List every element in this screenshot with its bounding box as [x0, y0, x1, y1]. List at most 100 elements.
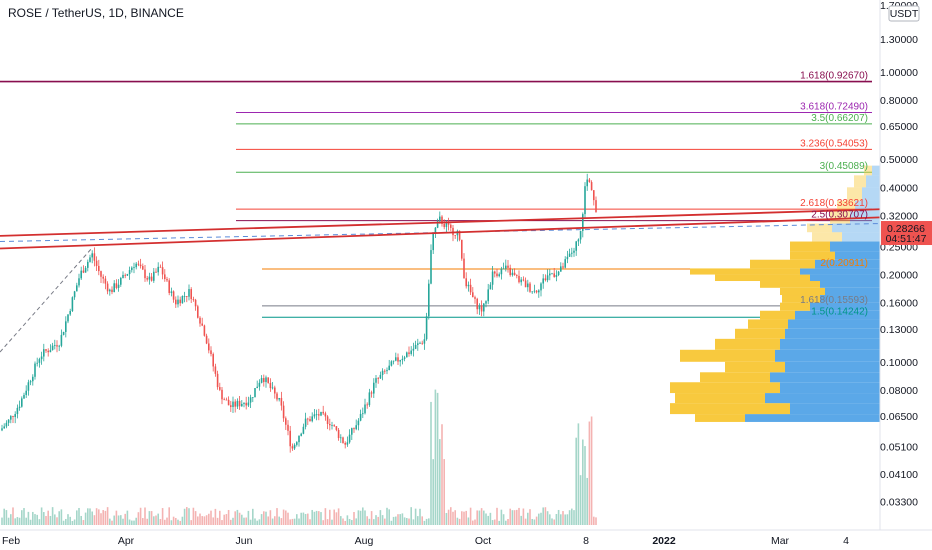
candle-body-29	[65, 321, 67, 332]
volume-bar-54	[120, 515, 122, 525]
candle-body-109	[241, 403, 243, 407]
candle-body-170	[375, 378, 377, 383]
candle-body-242	[533, 290, 536, 292]
volume-bar-106	[234, 511, 236, 525]
volume-bar-78	[172, 516, 175, 525]
candle-body-206	[454, 235, 456, 236]
candle-body-212	[467, 284, 470, 287]
price-tick-4: 0.65000	[880, 121, 918, 133]
volume-bar-243	[535, 516, 538, 525]
candle-body-22	[49, 350, 52, 353]
price-tick-2: 1.00000	[880, 67, 918, 79]
profile-down-7	[715, 338, 780, 350]
candle-body-240	[529, 283, 531, 292]
candle-body-186	[410, 350, 412, 354]
candle-body-219	[483, 303, 485, 312]
candle-body-157	[346, 442, 349, 445]
candle-body-269	[593, 190, 595, 201]
candle-body-258	[568, 253, 571, 257]
volume-bar-259	[571, 508, 573, 525]
volume-bar-64	[142, 518, 144, 525]
volume-bar-105	[232, 517, 234, 525]
candle-body-154	[340, 437, 342, 439]
profile-up-1	[790, 403, 880, 415]
volume-bar-201	[443, 459, 445, 525]
volume-bar-220	[485, 513, 487, 525]
volume-bar-118	[260, 514, 263, 525]
volume-bar-124	[274, 516, 276, 525]
volume-bar-6	[14, 518, 16, 525]
candle-body-126	[278, 397, 280, 400]
candle-body-253	[557, 271, 560, 276]
volume-bar-48	[106, 507, 109, 525]
candle-body-25	[56, 345, 58, 347]
candle-body-188	[414, 344, 417, 349]
price-tick-16: 0.04100	[880, 469, 918, 481]
time-tick-7: Mar	[771, 535, 790, 547]
volume-bar-114	[252, 508, 254, 525]
candle-body-175	[386, 370, 388, 372]
volume-bar-212	[467, 517, 470, 525]
volume-bar-36	[80, 515, 82, 525]
fib-label-2: 3.5(0.66207)	[811, 113, 868, 124]
volume-bar-170	[375, 515, 377, 525]
candle-body-217	[478, 305, 481, 310]
volume-bar-160	[353, 512, 355, 525]
candle-body-267	[588, 179, 591, 183]
candle-body-224	[494, 271, 496, 274]
candle-body-99	[219, 387, 221, 390]
volume-bar-145	[320, 512, 322, 525]
time-tick-3: Aug	[355, 535, 374, 547]
candle-body-247	[544, 278, 547, 281]
candle-body-48	[106, 283, 109, 292]
volume-bar-107	[236, 509, 239, 525]
candle-body-208	[458, 230, 461, 240]
candle-body-55	[122, 274, 124, 278]
candle-body-26	[58, 345, 60, 347]
profile-down-13	[780, 287, 825, 296]
candle-body-211	[465, 278, 467, 287]
candle-body-37	[82, 270, 85, 273]
candle-body-262	[577, 239, 580, 242]
volume-bar-71	[157, 513, 159, 525]
volume-bar-266	[586, 477, 588, 525]
volume-bar-110	[243, 517, 245, 525]
fib-label-0: 1.618(0.92670)	[800, 71, 868, 82]
candle-body-232	[511, 272, 514, 276]
volume-bar-202	[445, 512, 448, 525]
volume-bar-95	[210, 510, 212, 525]
volume-bar-171	[377, 516, 379, 525]
volume-bar-33	[73, 519, 76, 525]
candle-body-75	[166, 278, 168, 281]
volume-bar-142	[313, 511, 316, 525]
candle-body-112	[247, 402, 250, 406]
candle-body-250	[551, 273, 553, 275]
time-axis[interactable]: Feb Apr Jun Aug Oct 8 2022 Mar 4	[0, 529, 932, 547]
volume-bar-47	[104, 510, 107, 525]
volume-bar-157	[346, 515, 349, 525]
profile-down-26	[864, 165, 872, 176]
candle-body-191	[421, 342, 423, 344]
volume-bar-269	[593, 516, 595, 525]
volume-bar-191	[421, 516, 423, 525]
volume-bar-246	[542, 507, 544, 525]
volume-bar-24	[54, 514, 56, 525]
candle-body-144	[318, 414, 320, 416]
volume-bar-39	[87, 508, 89, 525]
profile-up-5	[785, 361, 880, 373]
candle-body-225	[496, 273, 498, 277]
trendline-lower	[0, 216, 881, 250]
volume-bar-211	[465, 510, 467, 525]
volume-bar-50	[111, 520, 113, 525]
candle-body-110	[243, 402, 245, 404]
volume-bar-158	[348, 518, 351, 525]
candle-body-8	[18, 406, 21, 408]
candle-body-79	[175, 299, 177, 305]
volume-bar-90	[199, 513, 201, 525]
candle-body-222	[489, 284, 492, 290]
profile-down-18	[790, 251, 835, 260]
currency-label: USDT	[890, 8, 919, 20]
profile-up-21	[832, 223, 880, 233]
price-axis[interactable]: 1.700001.300001.000000.800000.650000.500…	[879, 0, 932, 530]
